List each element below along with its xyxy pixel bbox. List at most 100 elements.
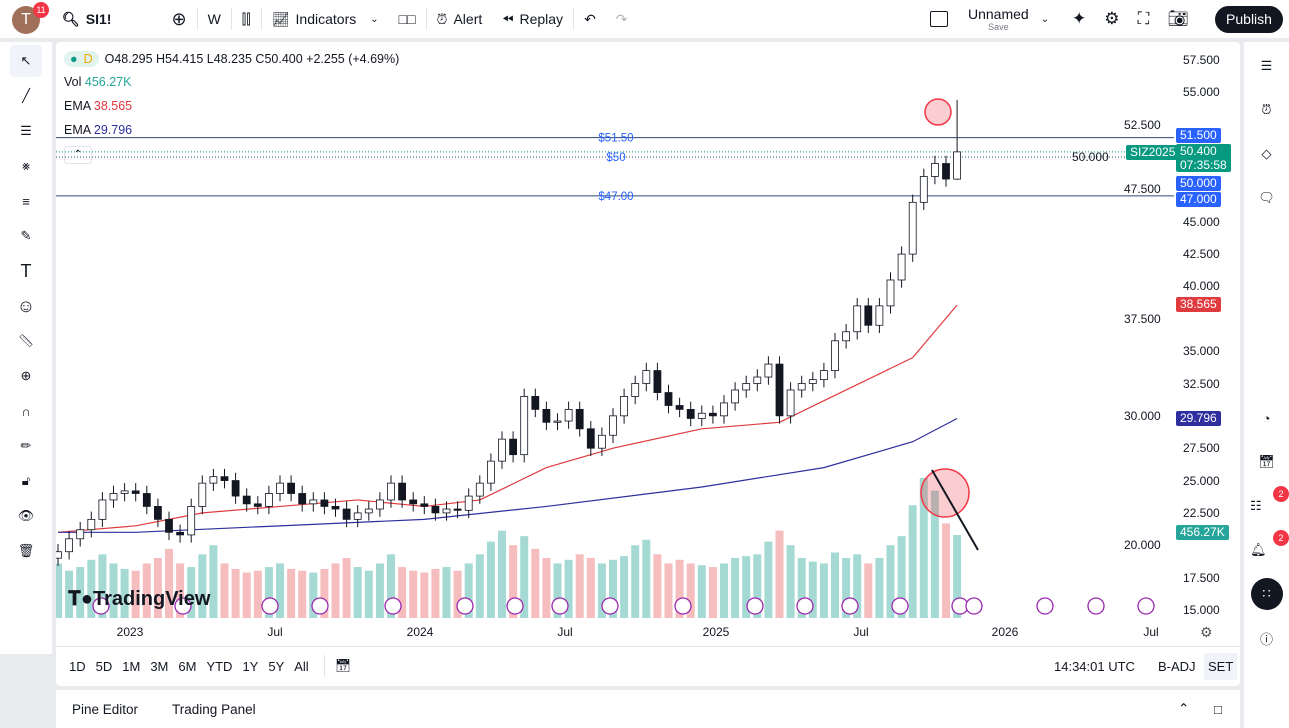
volume-bar (475, 554, 484, 618)
volume-bar (431, 568, 440, 618)
volume-legend[interactable]: Vol 456.27K (64, 75, 131, 89)
candle-body (720, 402, 728, 417)
hotlists-button[interactable]: ◔ (1244, 396, 1289, 440)
timeframe-all[interactable]: All (294, 658, 309, 674)
compare-button[interactable]: ⊕ (161, 0, 196, 38)
vol-label: Vol (64, 75, 82, 89)
timeframe-ytd[interactable]: YTD (206, 658, 233, 674)
ema-slow-label: 29.796 (1176, 411, 1221, 426)
candle-body (897, 253, 906, 281)
candle-body (886, 279, 895, 307)
avatar-letter: T (21, 11, 31, 28)
volume-bar (642, 539, 651, 618)
timeframe-1y[interactable]: 1Y (242, 658, 259, 674)
chart-canvas[interactable]: 2023 Jul 2024 Jul 2025 Jul 2026 Jul $51.50 $50 $47… (56, 42, 1240, 686)
date-range-icon[interactable]: 📅︎ (334, 658, 352, 673)
volume-bar (87, 559, 96, 618)
chart-type-button[interactable]: ⫿⫿ (232, 0, 261, 38)
candle-body (253, 503, 262, 507)
ideas-stream-button[interactable]: ☷ 2 (1244, 484, 1289, 528)
undo-button[interactable]: ↶ (574, 0, 606, 38)
settings-icon[interactable]: ⚙ (1104, 9, 1120, 28)
indicators-button[interactable]: 📈︎ Indicators ⌄ (262, 0, 389, 38)
price-axis-label: 22.500 (1183, 505, 1220, 520)
measure-tool[interactable]: 📏︎ (10, 325, 42, 357)
fullscreen-icon[interactable]: ⛶ (1137, 9, 1150, 28)
calendar-button[interactable]: 📅︎ (1244, 440, 1289, 484)
layout-save-label: Save (988, 22, 1009, 32)
candle-body (797, 383, 806, 391)
b-adj-toggle[interactable]: B-ADJ (1158, 658, 1196, 674)
timeframe-1d[interactable]: 1D (69, 658, 86, 674)
apps-button[interactable]: ∷ (1244, 572, 1289, 616)
notification-badge: 11 (33, 2, 49, 18)
symbol-label: SI1! (85, 11, 112, 27)
volume-bar (520, 536, 529, 618)
watchlist-button[interactable]: ☰ (1244, 44, 1289, 88)
session-toggle[interactable]: SET (1204, 652, 1238, 680)
quick-search-icon[interactable]: ✦ (1072, 9, 1087, 28)
interval-button[interactable]: W (198, 0, 231, 38)
candle-body (76, 529, 85, 540)
layout-name: Unnamed Save (968, 6, 1029, 32)
trading-panel-tab[interactable]: Trading Panel (172, 701, 256, 717)
tradingview-logo[interactable]: 𝐓●TradingView (68, 588, 210, 611)
ema-legend-1[interactable]: EMA 38.565 (64, 99, 132, 113)
object-tree-button[interactable]: ◇ (1244, 132, 1289, 176)
time-axis-label: 2025 (703, 625, 730, 639)
event-marker-icon (746, 597, 764, 615)
forecast-tool[interactable]: ≡ (10, 185, 42, 217)
chat-button[interactable]: 🗨︎ (1244, 176, 1289, 220)
candle-body (853, 305, 862, 333)
cursor-tool[interactable]: ↖ (10, 45, 42, 77)
timeframe-3m[interactable]: 3M (150, 658, 169, 674)
event-marker-icon (891, 597, 909, 615)
magnet-tool[interactable]: ∩ (10, 395, 42, 427)
timeframe-6m[interactable]: 6M (178, 658, 197, 674)
help-button[interactable]: ⓘ (1244, 616, 1289, 660)
timeframe-5d[interactable]: 5D (95, 658, 113, 674)
grid-icon: □□ (398, 11, 416, 27)
text-tool[interactable]: T (10, 255, 42, 287)
zoom-tool[interactable]: ⊕ (10, 360, 42, 392)
redo-button[interactable]: ↷ (606, 0, 638, 38)
trend-line-tool[interactable]: ╱ (10, 80, 42, 112)
brush-tool[interactable]: ✎ (10, 220, 42, 252)
templates-button[interactable]: □□ (389, 0, 426, 38)
timeframe-5y[interactable]: 5Y (268, 658, 285, 674)
replay-button[interactable]: ⏪︎ Replay (492, 0, 573, 38)
fib-tool[interactable]: ☰ (10, 115, 42, 147)
emoji-tool[interactable]: ☺ (10, 290, 42, 322)
layout-button[interactable]: Unnamed Save ⌄ (920, 0, 1059, 38)
chevron-up-icon[interactable]: ⌃ (1178, 701, 1190, 716)
help-icon: ⓘ (1259, 631, 1273, 647)
pine-editor-tab[interactable]: Pine Editor (72, 701, 139, 717)
candle-body (131, 490, 140, 494)
collapse-legend-button[interactable]: ⌃ (64, 146, 92, 164)
timeframe-1m[interactable]: 1M (122, 658, 141, 674)
candle-body (642, 370, 651, 384)
lock-drawings-pencil[interactable]: ✏ (10, 430, 42, 462)
alert-button[interactable]: ⏰︎ Alert (427, 0, 493, 38)
candle-body (231, 480, 240, 497)
volume-bar (930, 490, 939, 618)
hide-tool[interactable]: 👁︎ (10, 500, 42, 532)
pattern-tool[interactable]: ⨳ (10, 150, 42, 182)
clock-time[interactable]: 14:34:01 UTC (1054, 658, 1135, 674)
alerts-button[interactable]: ⏰︎ (1244, 88, 1289, 132)
ema-legend-2[interactable]: EMA 29.796 (64, 123, 132, 137)
event-marker-icon (674, 597, 692, 615)
symbol-search[interactable]: 🔍︎ SI1! (52, 0, 121, 38)
delete-tool[interactable]: 🗑︎ (10, 535, 42, 567)
volume-label: 456.27K (1176, 525, 1229, 540)
camera-icon[interactable]: 📷︎ (1167, 9, 1189, 28)
layout-title: Unnamed (968, 6, 1029, 22)
maximize-panel-icon[interactable]: □ (1214, 701, 1223, 717)
lock-tool[interactable]: 🔓︎ (10, 465, 42, 497)
price-axis-label: 37.500 (1124, 311, 1161, 326)
volume-bar (398, 567, 407, 618)
chart-area[interactable]: 2023 Jul 2024 Jul 2025 Jul 2026 Jul $51.50 $50 $47… (56, 42, 1240, 686)
notifications-button[interactable]: 🔔︎ 2 (1244, 528, 1289, 572)
axis-settings-icon[interactable]: ⚙ (1200, 624, 1213, 640)
publish-button[interactable]: Publish (1215, 6, 1283, 33)
